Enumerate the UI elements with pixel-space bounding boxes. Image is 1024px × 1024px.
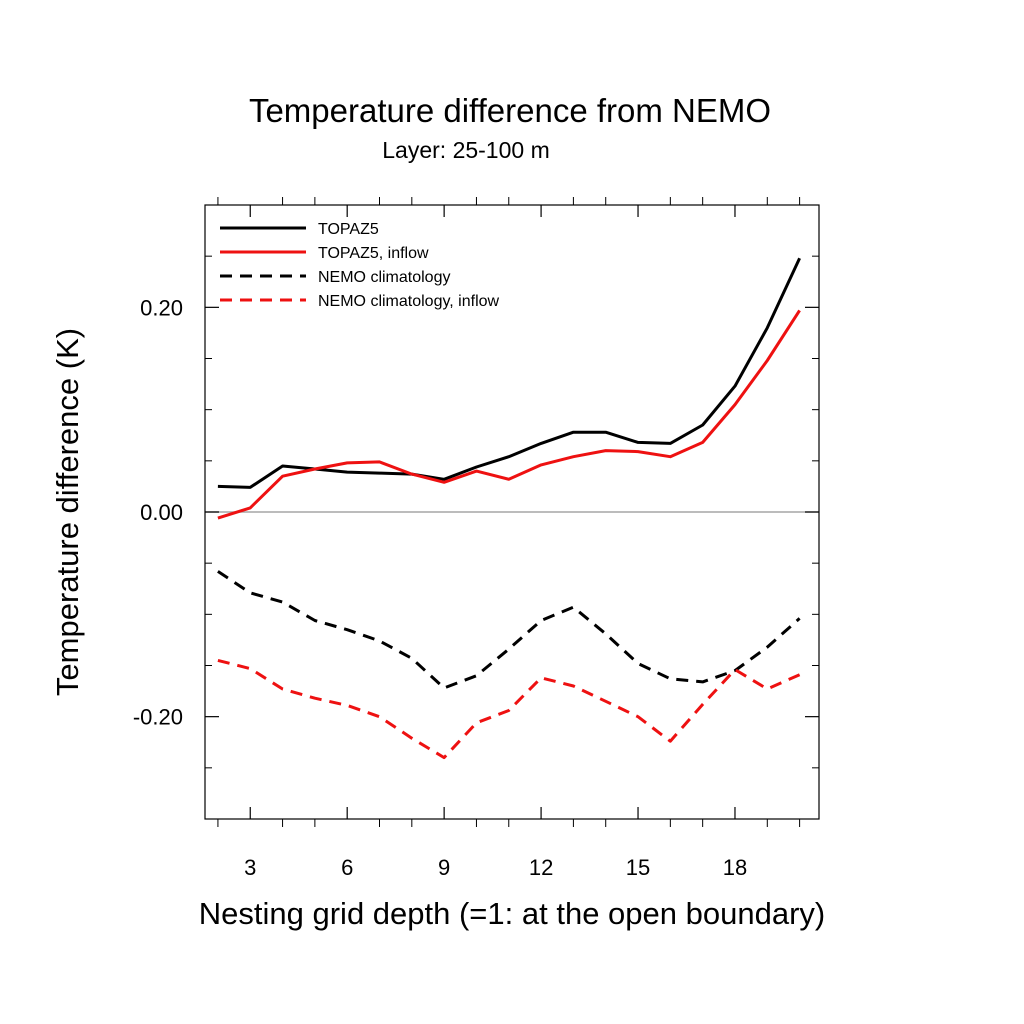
chart-subtitle: Layer: 25-100 m — [382, 137, 549, 163]
x-tick-label: 3 — [244, 855, 256, 880]
y-axis-label: Temperature difference (K) — [50, 328, 85, 696]
series-line-2 — [217, 309, 801, 520]
y-tick-label: 0.20 — [140, 295, 183, 320]
legend: TOPAZ5 TOPAZ5, inflow NEMO climatology NEMO… — [220, 221, 500, 310]
x-tick-label: 15 — [626, 855, 650, 880]
x-tick-label: 9 — [438, 855, 450, 880]
legend-label-4: NEMO climatology, inflow — [318, 293, 500, 310]
x-tick-label: 6 — [341, 855, 353, 880]
chart-title: Temperature difference from NEMO — [249, 92, 771, 129]
x-tick-label: 12 — [529, 855, 553, 880]
x-axis-label: Nesting grid depth (=1: at the open boun… — [199, 896, 825, 931]
y-tick-label: -0.20 — [133, 705, 183, 730]
legend-label-2: TOPAZ5, inflow — [318, 245, 429, 262]
legend-label-3: NEMO climatology — [318, 269, 450, 286]
x-tick-label: 18 — [723, 855, 747, 880]
series-line-4 — [217, 658, 801, 760]
legend-label-1: TOPAZ5 — [318, 221, 379, 238]
series-line-3 — [217, 570, 801, 690]
y-tick-label: 0.00 — [140, 500, 183, 525]
